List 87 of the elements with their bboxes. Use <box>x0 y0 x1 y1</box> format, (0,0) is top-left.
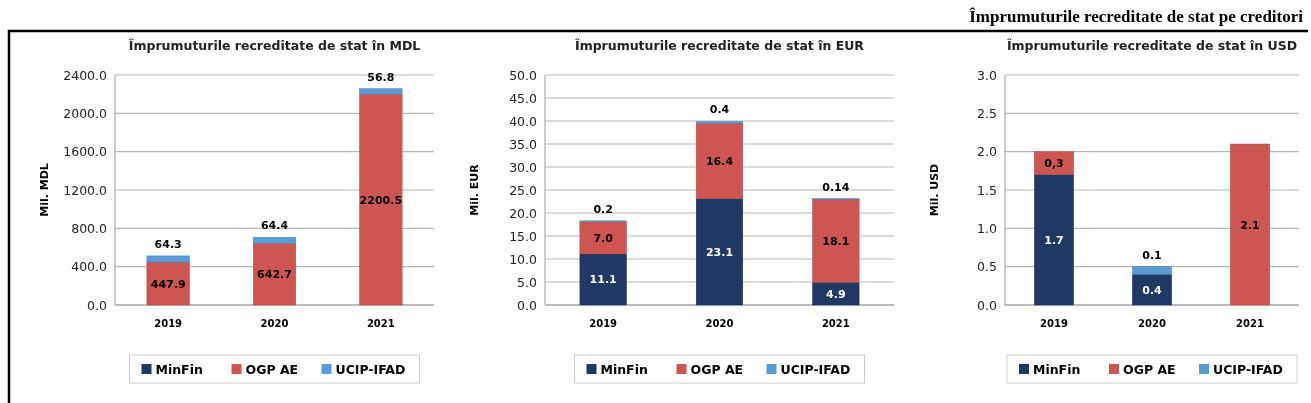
y-axis-title: Mil. EUR <box>468 163 481 216</box>
y-axis-title: Mil. MDL <box>38 163 51 217</box>
data-label: 2.1 <box>1240 218 1260 232</box>
y-tick-label: 1.5 <box>977 182 997 198</box>
chart-title: Împrumuturile recreditate de stat în MDL <box>128 38 421 53</box>
legend-label: OGP AE <box>245 362 299 377</box>
bar <box>1230 143 1270 306</box>
bar <box>579 253 627 306</box>
bar <box>695 123 744 199</box>
legend-label: UCIP-IFAD <box>335 362 406 377</box>
data-label: 4.9 <box>826 287 846 301</box>
bar <box>252 236 297 244</box>
data-label: 0.4 <box>709 103 730 117</box>
bar <box>1132 274 1172 306</box>
text: Împrumuturile recreditate de stat pe creditori <box>969 7 1304 26</box>
data-label: 642.7 <box>257 268 292 282</box>
data-label: 11.1 <box>589 273 617 287</box>
y-tick-label: 50.0 <box>509 67 538 83</box>
data-label: 0.4 <box>1142 283 1163 297</box>
bar <box>1034 174 1074 306</box>
data-label: 56.8 <box>367 70 395 84</box>
y-tick-label: 3.0 <box>977 67 998 83</box>
data-label: 64.4 <box>260 219 289 233</box>
data-label: 64.3 <box>154 237 182 251</box>
data-label: 0.1 <box>1142 248 1162 262</box>
y-axis-title: Mil. USD <box>928 163 941 217</box>
y-tick-label: 35.0 <box>509 136 538 152</box>
bar <box>359 93 403 306</box>
y-tick-label: 2400.0 <box>63 67 108 83</box>
data-label: 18.1 <box>822 234 850 248</box>
legend-label: UCIP-IFAD <box>1213 362 1283 377</box>
data-label: 2200.5 <box>359 193 403 207</box>
y-tick-label: 2000.0 <box>63 105 108 121</box>
y-tick-label: 0.5 <box>977 259 997 275</box>
chart-title: Împrumuturile recreditate de stat în USD <box>1006 38 1298 53</box>
y-tick-label: 0.0 <box>977 297 998 313</box>
data-label: 447.9 <box>150 277 186 291</box>
y-tick-label: 15.0 <box>509 228 538 244</box>
y-tick-label: 10.0 <box>509 251 538 267</box>
data-label: 16.4 <box>705 155 734 169</box>
x-tick-label: 2021 <box>366 318 395 329</box>
legend-label: OGP AE <box>1123 362 1176 377</box>
legend-label: UCIP-IFAD <box>780 362 851 377</box>
chart-title: Împrumuturile recreditate de stat în EUR <box>575 38 865 53</box>
y-tick-label: 1.0 <box>977 220 998 236</box>
data-label: 1.7 <box>1044 233 1064 247</box>
bar <box>252 243 297 306</box>
y-tick-label: 30.0 <box>509 159 538 175</box>
y-tick-label: 0.0 <box>517 297 538 313</box>
y-tick-label: 40.0 <box>509 113 538 129</box>
data-label: 7.0 <box>593 231 614 245</box>
x-tick-label: 2019 <box>154 318 183 329</box>
bar <box>812 282 860 306</box>
legend-label: MinFin <box>1033 362 1081 377</box>
x-tick-label: 2021 <box>1236 318 1264 329</box>
y-tick-label: 0.0 <box>87 297 108 313</box>
bar <box>695 198 744 306</box>
y-tick-label: 2.0 <box>977 144 998 160</box>
bar <box>359 88 403 95</box>
y-tick-label: 400.0 <box>71 259 108 275</box>
bar <box>1034 151 1074 175</box>
bar <box>146 261 190 306</box>
legend-label: MinFin <box>600 362 648 377</box>
y-tick-label: 5.0 <box>517 274 538 290</box>
x-tick-label: 2019 <box>1040 318 1068 329</box>
y-tick-label: 2.5 <box>977 105 997 121</box>
legend-label: OGP AE <box>690 362 744 377</box>
x-tick-label: 2019 <box>589 318 618 329</box>
x-tick-label: 2021 <box>821 318 850 329</box>
bar <box>579 221 627 255</box>
legend-label: MinFin <box>155 362 203 377</box>
y-tick-label: 45.0 <box>509 90 538 106</box>
y-tick-label: 25.0 <box>509 182 538 198</box>
x-tick-label: 2020 <box>1138 318 1166 329</box>
y-tick-label: 800.0 <box>71 220 108 236</box>
x-tick-label: 2020 <box>260 318 289 329</box>
data-label: 0.14 <box>822 180 850 194</box>
x-tick-label: 2020 <box>705 318 734 329</box>
bar <box>146 255 190 263</box>
bar <box>812 198 860 283</box>
y-tick-label: 1600.0 <box>63 144 108 160</box>
y-tick-label: 1200.0 <box>63 182 108 198</box>
data-label: 0,3 <box>1044 157 1064 171</box>
data-label: 23.1 <box>705 245 734 259</box>
bar <box>1132 266 1172 275</box>
y-tick-label: 20.0 <box>509 205 538 221</box>
data-label: 0.2 <box>593 202 613 216</box>
